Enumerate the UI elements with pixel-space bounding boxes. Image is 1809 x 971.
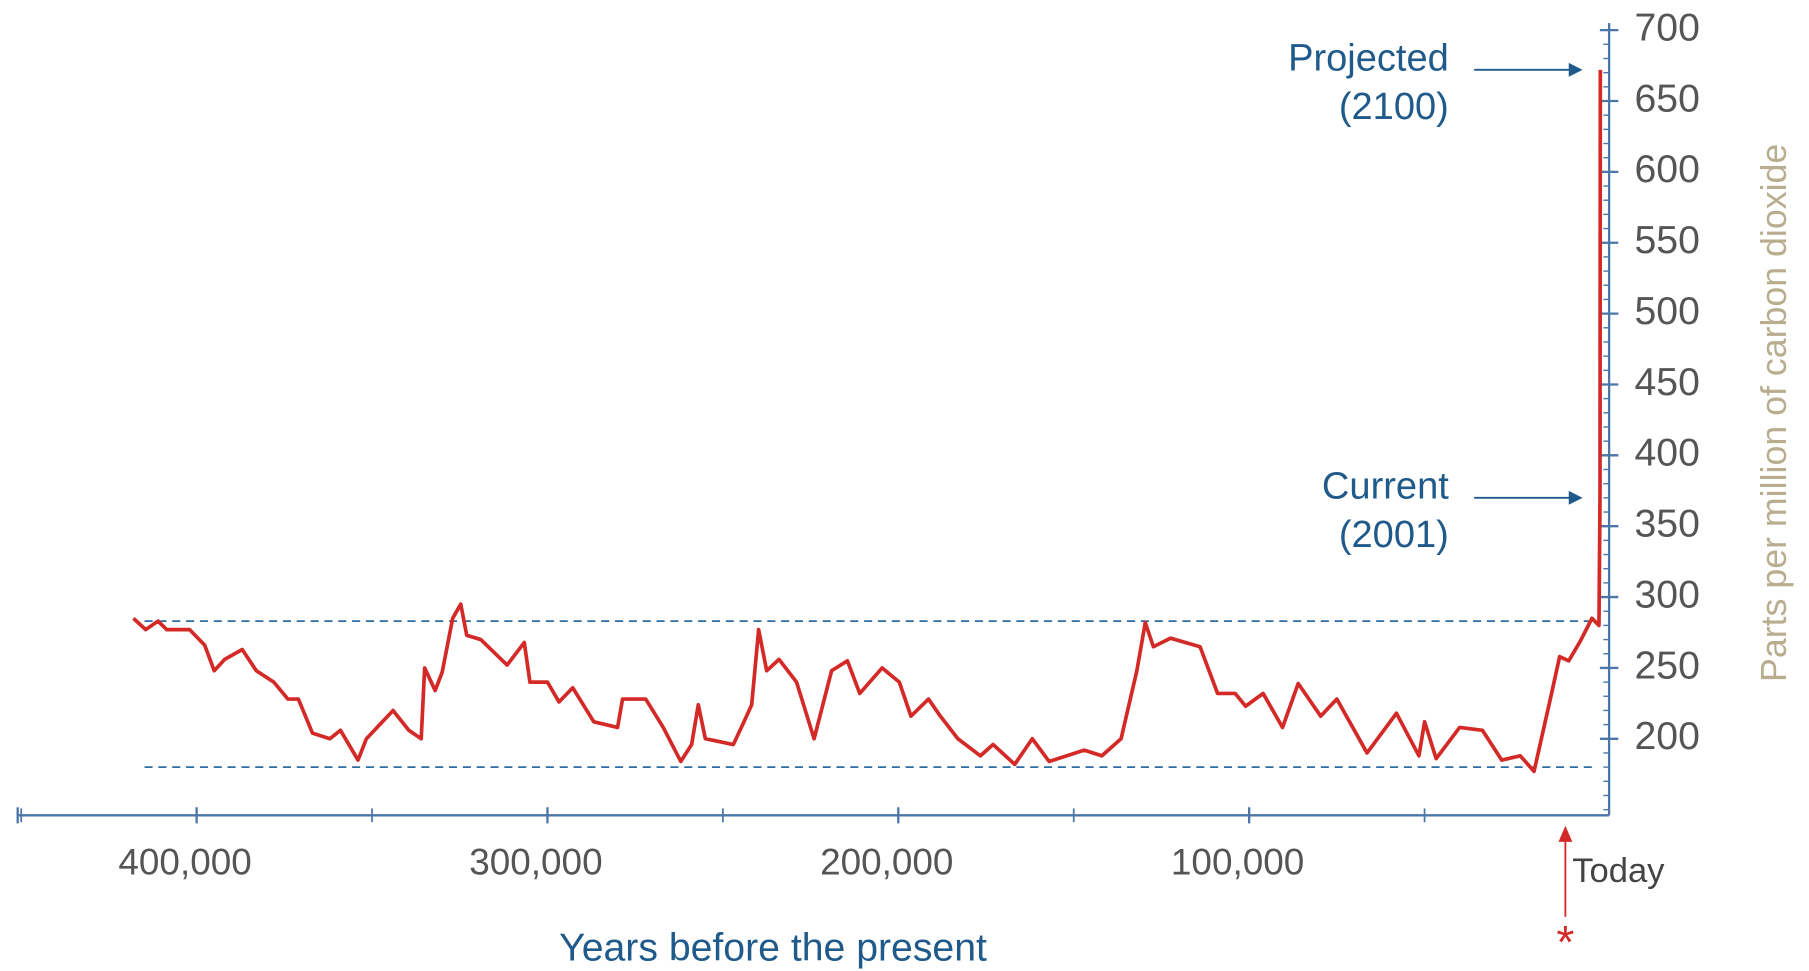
- y-tick-label: 550: [1634, 219, 1699, 262]
- y-tick-label: 350: [1634, 503, 1699, 546]
- x-tick-label: 100,000: [1171, 842, 1304, 883]
- today-marker: *: [1556, 916, 1574, 968]
- y-tick-label: 250: [1634, 644, 1699, 687]
- annotation-arrowhead: [1568, 62, 1583, 77]
- y-tick-label: 200: [1634, 715, 1699, 758]
- today-label: Today: [1572, 852, 1665, 890]
- annotation: Projected (2100): [1288, 38, 1583, 128]
- y-tick-label: 700: [1634, 7, 1699, 50]
- annotation-arrowhead: [1568, 490, 1583, 505]
- annotation-text: Projected: [1288, 38, 1449, 80]
- y-tick-label: 450: [1634, 361, 1699, 404]
- annotation: Current (2001): [1322, 466, 1583, 556]
- y-tick-label: 500: [1634, 290, 1699, 333]
- y-tick-label: 650: [1634, 77, 1699, 120]
- x-tick-label: 300,000: [469, 842, 602, 883]
- x-tick-label: 400,000: [118, 842, 251, 883]
- x-axis-title: Years before the present: [559, 927, 987, 970]
- annotation-text: (2100): [1339, 86, 1449, 128]
- today-arrowhead: [1558, 825, 1573, 842]
- y-axis-title: Parts per million of carbon dioxide: [1754, 144, 1794, 682]
- y-tick-label: 300: [1634, 573, 1699, 616]
- annotation-text: Current: [1322, 466, 1449, 508]
- x-tick-label: 200,000: [820, 842, 953, 883]
- annotation-text: (2001): [1339, 514, 1449, 556]
- data-line: [132, 69, 1603, 774]
- y-tick-label: 600: [1634, 148, 1699, 191]
- y-tick-label: 400: [1634, 432, 1699, 475]
